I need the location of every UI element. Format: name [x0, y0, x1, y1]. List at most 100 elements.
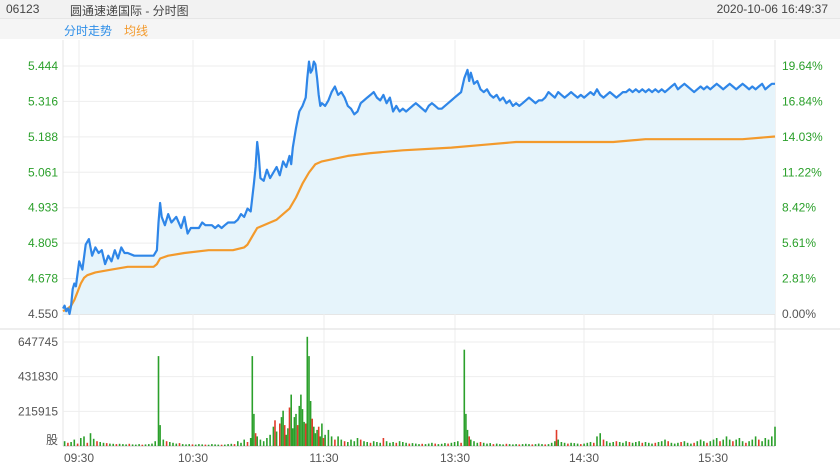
- volume-bar: [664, 439, 666, 446]
- volume-bar: [266, 438, 268, 446]
- volume-bar: [583, 443, 585, 446]
- volume-bar: [457, 441, 459, 446]
- volume-bar: [395, 442, 398, 446]
- volume-bar: [408, 443, 411, 446]
- volume-bar: [641, 442, 644, 446]
- volume-bar: [290, 394, 292, 446]
- volume-bar: [638, 441, 640, 446]
- volume-bar: [463, 349, 466, 446]
- volume-bar: [528, 444, 530, 446]
- volume-bar: [353, 441, 356, 446]
- volume-tick-label: 647745: [18, 335, 58, 349]
- volume-bar: [460, 442, 462, 446]
- volume-bar: [128, 443, 131, 446]
- volume-bar: [531, 444, 534, 446]
- volume-bar: [771, 436, 773, 446]
- volume-bar: [508, 444, 511, 446]
- volume-bar: [761, 441, 763, 446]
- volume-bar: [576, 443, 579, 446]
- volume-bar: [466, 429, 469, 446]
- volume-bar: [246, 442, 249, 446]
- volume-bar: [635, 442, 637, 446]
- volume-bar: [745, 442, 747, 446]
- volume-bar: [316, 429, 318, 446]
- volume-bar: [706, 442, 708, 446]
- volume-bar: [625, 441, 627, 446]
- percent-tick-label: 5.61%: [782, 236, 816, 250]
- volume-bar: [67, 442, 69, 446]
- volume-bar: [602, 439, 605, 446]
- volume-bar: [735, 439, 737, 446]
- volume-bar: [470, 439, 472, 446]
- volume-bar: [547, 444, 550, 446]
- price-tick-label: 4.678: [28, 272, 58, 286]
- volume-bar: [300, 394, 302, 446]
- volume-bar: [240, 442, 242, 446]
- legend-average-line[interactable]: 均线: [124, 24, 149, 38]
- volume-bar: [115, 444, 118, 446]
- volume-bar: [188, 444, 190, 446]
- time-tick-label: 11:30: [309, 451, 338, 465]
- volume-bar: [109, 443, 111, 446]
- volume-bar: [398, 441, 401, 446]
- percent-tick-label: 11.22%: [782, 165, 822, 179]
- time-tick-label: 13:30: [440, 451, 470, 465]
- volume-bar: [256, 436, 258, 446]
- volume-bar: [654, 442, 657, 446]
- volume-bar: [162, 439, 165, 446]
- volume-bar: [525, 443, 527, 446]
- volume-bar: [622, 442, 624, 446]
- volume-bar: [99, 442, 101, 446]
- volume-bar: [651, 443, 653, 446]
- volume-bar: [486, 443, 488, 446]
- percent-tick-label: 16.84%: [782, 94, 823, 108]
- volume-bar: [274, 420, 276, 446]
- time-tick-label: 15:30: [698, 451, 728, 465]
- volume-bar: [122, 444, 124, 446]
- volume-bar: [728, 439, 731, 446]
- volume-bar: [105, 443, 108, 446]
- volume-bar: [337, 436, 339, 446]
- volume-bar: [473, 441, 475, 446]
- volume-tick-label: 215915: [18, 404, 58, 418]
- volume-bar: [555, 429, 558, 446]
- volume-bar: [534, 444, 537, 446]
- price-line-layer: [62, 60, 775, 316]
- volume-bar: [194, 444, 197, 446]
- volume-bar: [92, 438, 95, 446]
- volume-bar: [283, 425, 286, 446]
- volume-bar: [63, 441, 66, 446]
- percent-tick-label: 19.64%: [782, 59, 823, 73]
- volume-bar: [453, 442, 456, 446]
- volume-bar: [251, 356, 254, 446]
- volume-bar: [306, 336, 309, 446]
- volume-bar: [102, 442, 105, 446]
- volume-bar: [296, 425, 299, 446]
- volume-bar: [424, 444, 427, 446]
- volume-bar: [421, 443, 423, 446]
- volume-bar: [135, 444, 137, 446]
- volume-bar: [287, 428, 289, 446]
- volume-bar: [521, 444, 524, 446]
- volume-bar: [444, 443, 446, 446]
- volume-bar: [465, 413, 467, 446]
- volume-bar: [314, 433, 317, 446]
- volume-bar: [573, 443, 576, 446]
- volume-bar: [181, 444, 184, 446]
- volume-bar: [596, 436, 598, 446]
- legend-price-line[interactable]: 分时走势: [64, 24, 113, 38]
- volume-bar: [758, 439, 760, 446]
- volume-bar: [237, 441, 239, 446]
- volume-bar: [280, 417, 283, 446]
- volume-bar: [330, 436, 333, 446]
- volume-bar: [369, 442, 372, 446]
- volume-bar: [301, 409, 304, 446]
- volume-bar: [178, 443, 181, 446]
- volume-bar: [618, 442, 621, 446]
- volume-bar: [359, 439, 362, 446]
- volume-bar: [292, 428, 294, 446]
- volume-bar: [609, 442, 611, 446]
- volume-bar: [201, 444, 203, 446]
- volume-bar: [495, 443, 498, 446]
